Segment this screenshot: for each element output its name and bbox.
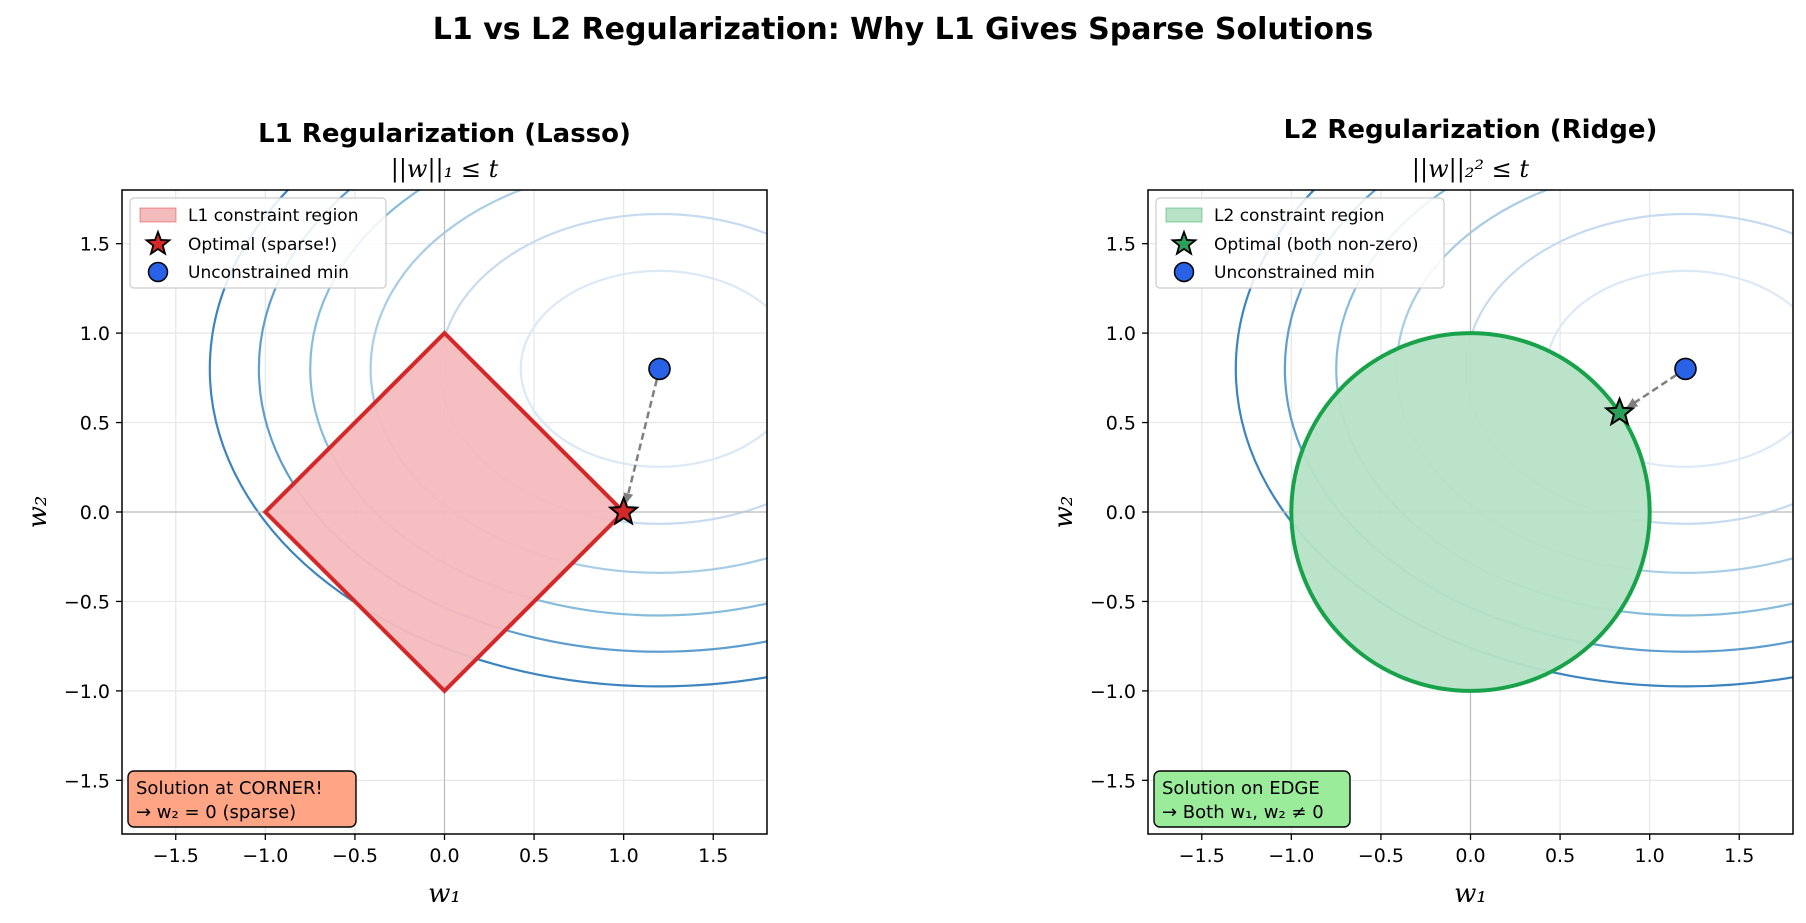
legend: L2 constraint region Optimal (both non-ze… [1155, 197, 1445, 289]
x-tick-label: 0.0 [429, 845, 459, 867]
annotation-line-1: Solution on EDGE [1162, 778, 1320, 799]
x-tick-label: −1.5 [153, 845, 199, 867]
legend-swatch-unconstrained [147, 261, 169, 283]
legend-swatch-region [1165, 207, 1203, 223]
optimal-point [1603, 395, 1636, 427]
legend-box [1155, 197, 1445, 289]
y-tick-label: 0.5 [1106, 413, 1136, 435]
plot-area [1148, 190, 1793, 834]
y-tick-label: 0.0 [1106, 502, 1136, 524]
panel-l2: −1.5 −1.0 −0.5 0.0 0.5 1.0 1.5 −1.5 −1.0 −0.5 0.0 0… [1049, 115, 1794, 909]
x-tick-label: −0.5 [1358, 845, 1404, 867]
annotation-line-2: → Both w₁, w₂ ≠ 0 [1162, 802, 1324, 823]
y-tick-label: −1.5 [1090, 770, 1136, 792]
legend-label-unconstrained: Unconstrained min [1214, 263, 1375, 283]
legend-label-region: L2 constraint region [1214, 206, 1384, 226]
optimal-point [607, 495, 640, 526]
annotation-line-2: → w₂ = 0 (sparse) [136, 802, 296, 823]
x-tick-label: 1.0 [1635, 845, 1665, 867]
panel-subtitle: ||w||₁ ≤ t [391, 155, 499, 184]
y-axis-label: w₂ [23, 496, 53, 529]
panel-l1: −1.5 −1.0 −0.5 0.0 0.5 1.0 1.5 −1.5 −1.0 −0.5 0.0 0… [23, 119, 768, 909]
annotation: Solution on EDGE → Both w₁, w₂ ≠ 0 [1153, 770, 1351, 828]
figure-suptitle: L1 vs L2 Regularization: Why L1 Gives Sp… [433, 12, 1373, 47]
legend-swatch-optimal [1170, 229, 1198, 256]
y-tick-label: 1.5 [80, 234, 110, 256]
x-tick-label: 1.0 [609, 845, 639, 867]
x-tick-label: 1.5 [698, 845, 728, 867]
x-axis-label: w₁ [428, 879, 461, 909]
legend-swatch-region [139, 207, 177, 223]
path-arrow-line [624, 379, 659, 505]
y-tick-label: −1.5 [64, 770, 110, 792]
loss-contour [208, 190, 767, 688]
x-tick-label: 0.0 [1455, 845, 1485, 867]
y-tick-label: 1.0 [1106, 323, 1136, 345]
plot-area [122, 190, 767, 834]
y-tick-label: 1.0 [80, 323, 110, 345]
legend-swatch-unconstrained [1173, 261, 1195, 283]
legend-label-region: L1 constraint region [188, 206, 358, 226]
loss-contour [1234, 190, 1793, 688]
legend-label-optimal: Optimal (both non-zero) [1214, 235, 1418, 255]
x-axis-label: w₁ [1454, 879, 1487, 909]
loss-contour [1335, 190, 1793, 617]
loss-contour [257, 190, 767, 653]
x-tick-label: −1.0 [242, 845, 288, 867]
y-tick-label: −1.0 [64, 681, 110, 703]
legend-box [129, 197, 387, 289]
constraint-region-circle [1289, 331, 1652, 693]
x-tick-label: −1.0 [1268, 845, 1314, 867]
x-tick-label: −1.5 [1179, 845, 1225, 867]
loss-contour [309, 190, 767, 617]
unconstrained-min-point [648, 357, 671, 381]
legend-swatch-optimal [144, 229, 172, 256]
annotation-box [127, 770, 357, 828]
annotation-line-1: Solution at CORNER! [136, 778, 323, 799]
x-tick-label: 0.5 [1545, 845, 1575, 867]
panel-title: L2 Regularization (Ridge) [1284, 115, 1658, 145]
legend-label-unconstrained: Unconstrained min [188, 263, 349, 283]
loss-contour [519, 269, 767, 468]
loss-contour [369, 190, 767, 574]
x-tick-label: −0.5 [332, 845, 378, 867]
annotation-box [1153, 770, 1351, 828]
legend: L1 constraint region Optimal (sparse!) Unc… [129, 197, 387, 289]
y-tick-label: −0.5 [64, 591, 110, 613]
x-tick-label: 1.5 [1724, 845, 1754, 867]
constraint-region-diamond [262, 330, 627, 694]
loss-contour [1283, 190, 1793, 653]
annotation: Solution at CORNER! → w₂ = 0 (sparse) [127, 770, 357, 828]
y-tick-label: 0.0 [80, 502, 110, 524]
unconstrained-min-point [1674, 357, 1697, 381]
panel-title: L1 Regularization (Lasso) [258, 119, 631, 149]
x-tick-label: 0.5 [519, 845, 549, 867]
y-axis-label: w₂ [1049, 496, 1079, 529]
y-tick-label: 0.5 [80, 413, 110, 435]
legend-label-optimal: Optimal (sparse!) [188, 235, 337, 255]
path-arrow-head [1626, 398, 1639, 409]
y-tick-label: −0.5 [1090, 591, 1136, 613]
y-tick-label: 1.5 [1106, 234, 1136, 256]
y-tick-label: −1.0 [1090, 681, 1136, 703]
panel-subtitle: ||w||₂² ≤ t [1412, 155, 1529, 184]
